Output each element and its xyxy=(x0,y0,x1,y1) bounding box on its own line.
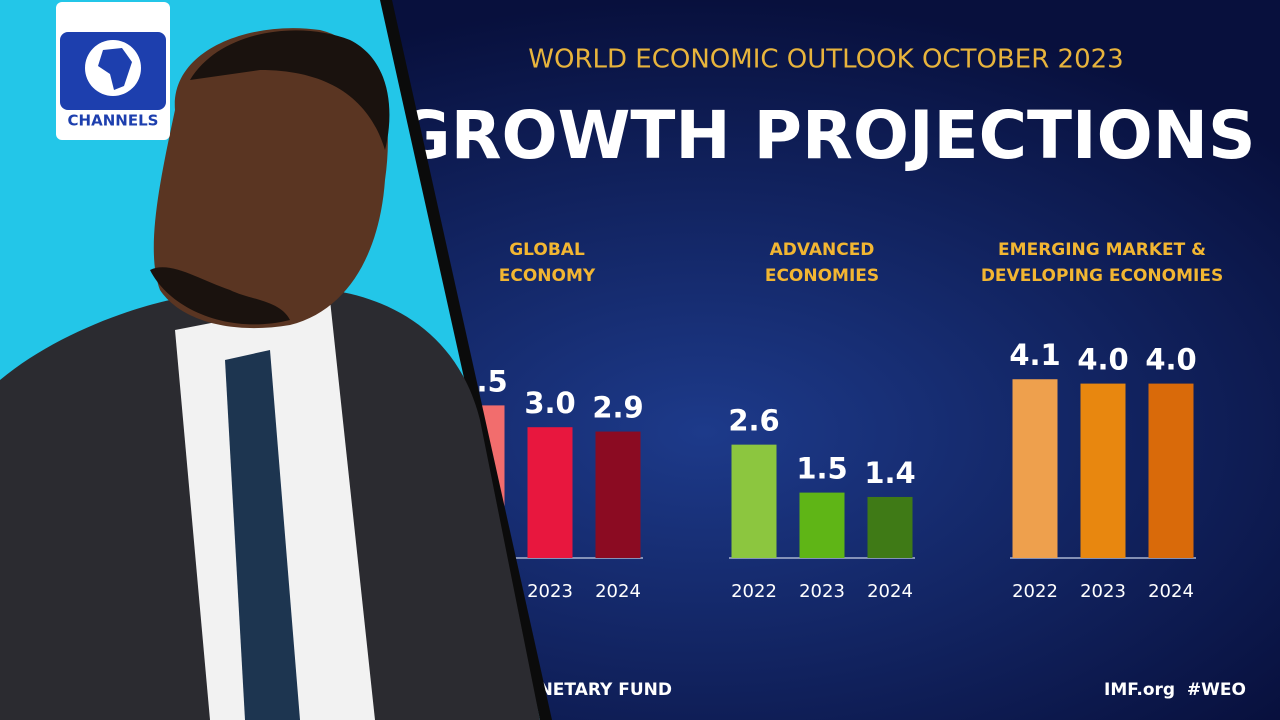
value-label: 3.0 xyxy=(524,386,575,420)
value-label: 1.4 xyxy=(864,456,915,490)
chart-title: EMERGING MARKET & DEVELOPING ECONOMIES xyxy=(980,240,1224,286)
bar xyxy=(1012,379,1058,558)
value-label: 2.9 xyxy=(592,391,643,425)
bar xyxy=(1148,383,1194,558)
head xyxy=(153,28,388,329)
value-label: 4.0 xyxy=(1077,343,1128,377)
bar xyxy=(867,496,913,558)
x-tick-label: 2022 xyxy=(1012,581,1058,602)
chart-title: ADVANCED ECONOMIES xyxy=(764,240,880,286)
value-label: 1.5 xyxy=(796,452,847,486)
footer-right: IMF.org #WEO xyxy=(1104,680,1246,700)
x-tick-label: 2023 xyxy=(1080,581,1126,602)
bar xyxy=(1080,383,1126,558)
x-tick-label: 2023 xyxy=(527,581,573,602)
x-tick-label: 2022 xyxy=(731,581,777,602)
tie xyxy=(225,350,300,720)
chart-title: GLOBAL ECONOMY xyxy=(498,240,596,286)
hair xyxy=(190,30,390,150)
value-label: 2.6 xyxy=(728,404,779,438)
beard xyxy=(150,267,290,325)
bar xyxy=(527,427,573,558)
slide-title: GROWTH PROJECTIONS xyxy=(397,97,1256,174)
bar xyxy=(799,492,845,558)
logo-africa xyxy=(98,48,132,90)
x-tick-label: 2024 xyxy=(595,581,641,602)
bar xyxy=(731,444,777,558)
x-tick-label: 2023 xyxy=(799,581,845,602)
x-tick-label: 2024 xyxy=(867,581,913,602)
screen-edge xyxy=(380,0,552,720)
slide-supertitle: WORLD ECONOMIC OUTLOOK OCTOBER 2023 xyxy=(528,45,1123,75)
bar xyxy=(595,431,641,558)
value-label: 4.0 xyxy=(1145,343,1196,377)
value-label: 4.1 xyxy=(1009,338,1060,372)
logo-text: CHANNELS xyxy=(68,112,159,130)
x-tick-label: 2024 xyxy=(1148,581,1194,602)
